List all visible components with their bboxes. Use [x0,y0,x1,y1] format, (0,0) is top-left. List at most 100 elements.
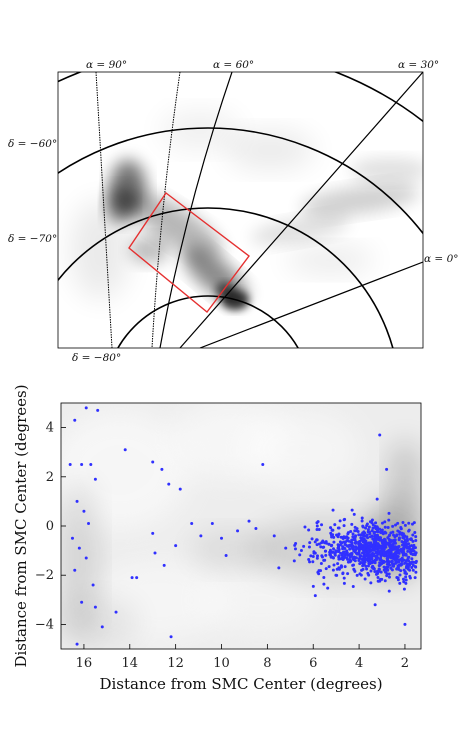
scatter-point [386,568,390,572]
scatter-point [347,539,351,543]
scatter-point [400,562,404,566]
scatter-point [398,573,402,577]
scatter-point [402,587,406,591]
scatter-point [254,526,258,530]
scatter-point [341,550,345,554]
scatter-point [347,545,351,549]
scatter-point [391,524,395,528]
y-tick-label: 4 [46,421,54,436]
scatter-point [330,528,334,532]
scatter-point [378,563,382,567]
scatter-point [366,528,370,532]
scatter-point [404,578,408,582]
scatter-point [80,600,84,604]
scatter-point [378,433,382,437]
scatter-point [399,547,403,551]
scatter-point [343,543,347,547]
scatter-point [277,566,281,570]
scatter-point [392,564,396,568]
scatter-point [396,560,400,564]
scatter-point [364,558,368,562]
scatter-point [374,521,378,525]
scatter-point [413,530,417,534]
scatter-point [390,559,394,563]
scatter-point [375,497,379,501]
scatter-point [387,511,391,515]
dec-circle-60 [58,127,423,235]
scatter-point [153,551,157,555]
scatter-point [375,528,379,532]
scatter-point [402,545,406,549]
scatter-point [357,557,361,561]
scatter-point [388,533,392,537]
scatter-point [358,562,362,566]
scatter-point [349,540,353,544]
scatter-point [411,552,415,556]
scatter-point [341,572,345,576]
scatter-point [358,572,362,576]
scatter-point [135,576,139,580]
scatter-point [383,530,387,534]
scatter-point [328,548,332,552]
scatter-point [130,576,134,580]
scatter-point [355,527,359,531]
scatter-point [383,567,387,571]
scatter-point [151,531,155,535]
scatter-point [354,541,358,545]
scatter-point [333,553,337,557]
scatter-point [393,554,397,558]
scatter-point [352,512,356,516]
dec-label-80: δ = −80° [72,352,121,364]
scatter-point [401,577,405,581]
scatter-point [284,546,288,550]
scatter-point [346,572,350,576]
scatter-point [321,540,325,544]
scatter-point [178,487,182,491]
scatter-point [397,537,401,541]
scatter-point [400,560,404,564]
scatter-point [359,554,363,558]
scatter-point [403,523,407,527]
scatter-point [385,574,389,578]
scatter-point [167,482,171,486]
scatter-point [414,539,418,543]
scatter-point [320,555,324,559]
scatter-point [310,537,314,541]
scatter-point [396,555,400,559]
scatter-point [396,546,400,550]
map-panel: α = 90° α = 60° α = 30° α = 0° δ = −60° … [8,59,459,364]
scatter-point [367,573,371,577]
ra-label-0: α = 0° [424,253,459,265]
scatter-point [73,568,77,572]
scatter-point [363,534,367,538]
scatter-point [359,533,363,537]
scatter-point [336,546,340,550]
ra-line-60 [159,72,233,348]
scatter-point [389,550,393,554]
scatter-point [329,526,333,530]
scatter-point [394,550,398,554]
x-axis-label: Distance from SMC Center (degrees) [99,675,382,693]
y-tick-label: −4 [35,617,54,632]
scatter-point [408,544,412,548]
scatter-point [366,555,370,559]
scatter-point [390,543,394,547]
scatter-point [400,543,404,547]
scatter-point [220,536,224,540]
scatter-point [404,559,408,563]
scatter-point [375,554,379,558]
scatter-point [342,581,346,585]
scatter-point [363,555,367,559]
scatter-point [385,559,389,563]
scatter-point [348,558,352,562]
scatter-point [328,551,332,555]
scatter-point [410,566,414,570]
ra-grid [95,72,423,348]
scatter-point [387,537,391,541]
scatter-point [368,555,372,559]
scatter-point [353,549,357,553]
scatter-point [363,544,367,548]
scatter-point [210,522,214,526]
x-tick-label: 4 [355,656,363,671]
